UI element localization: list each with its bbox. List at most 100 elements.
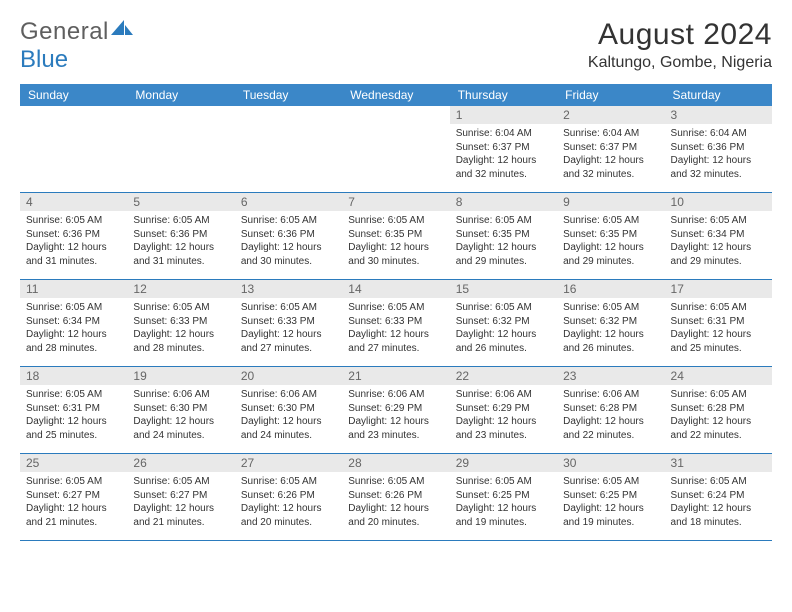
day-body	[20, 124, 127, 131]
sunset-text: Sunset: 6:26 PM	[241, 489, 336, 503]
day-number: 30	[557, 454, 664, 472]
daylight-text: Daylight: 12 hours and 19 minutes.	[456, 502, 551, 529]
daylight-text: Daylight: 12 hours and 18 minutes.	[671, 502, 766, 529]
sunset-text: Sunset: 6:26 PM	[348, 489, 443, 503]
sunrise-text: Sunrise: 6:05 AM	[133, 301, 228, 315]
calendar-grid: SundayMondayTuesdayWednesdayThursdayFrid…	[20, 84, 772, 541]
sunset-text: Sunset: 6:33 PM	[133, 315, 228, 329]
dayname: Tuesday	[235, 84, 342, 106]
day-number: 25	[20, 454, 127, 472]
sunrise-text: Sunrise: 6:05 AM	[348, 301, 443, 315]
dayname-row: SundayMondayTuesdayWednesdayThursdayFrid…	[20, 84, 772, 106]
day-body	[235, 124, 342, 131]
sunrise-text: Sunrise: 6:05 AM	[671, 388, 766, 402]
sunset-text: Sunset: 6:28 PM	[563, 402, 658, 416]
day-body: Sunrise: 6:06 AMSunset: 6:29 PMDaylight:…	[342, 385, 449, 446]
day-number: 19	[127, 367, 234, 385]
daylight-text: Daylight: 12 hours and 31 minutes.	[26, 241, 121, 268]
day-number: 17	[665, 280, 772, 298]
day-body: Sunrise: 6:05 AMSunset: 6:27 PMDaylight:…	[127, 472, 234, 533]
sunset-text: Sunset: 6:34 PM	[26, 315, 121, 329]
week-row: 4Sunrise: 6:05 AMSunset: 6:36 PMDaylight…	[20, 193, 772, 280]
sunset-text: Sunset: 6:29 PM	[348, 402, 443, 416]
day-cell: 5Sunrise: 6:05 AMSunset: 6:36 PMDaylight…	[127, 193, 234, 279]
sunrise-text: Sunrise: 6:05 AM	[26, 388, 121, 402]
sail-icon	[111, 15, 133, 43]
day-body: Sunrise: 6:05 AMSunset: 6:36 PMDaylight:…	[127, 211, 234, 272]
sunset-text: Sunset: 6:31 PM	[671, 315, 766, 329]
sunrise-text: Sunrise: 6:05 AM	[26, 475, 121, 489]
day-number: 8	[450, 193, 557, 211]
sunrise-text: Sunrise: 6:05 AM	[563, 301, 658, 315]
sunrise-text: Sunrise: 6:04 AM	[563, 127, 658, 141]
daylight-text: Daylight: 12 hours and 21 minutes.	[26, 502, 121, 529]
day-cell: 24Sunrise: 6:05 AMSunset: 6:28 PMDayligh…	[665, 367, 772, 453]
sunrise-text: Sunrise: 6:06 AM	[563, 388, 658, 402]
sunset-text: Sunset: 6:33 PM	[241, 315, 336, 329]
day-body: Sunrise: 6:05 AMSunset: 6:34 PMDaylight:…	[20, 298, 127, 359]
day-cell: 7Sunrise: 6:05 AMSunset: 6:35 PMDaylight…	[342, 193, 449, 279]
daylight-text: Daylight: 12 hours and 20 minutes.	[348, 502, 443, 529]
daylight-text: Daylight: 12 hours and 25 minutes.	[26, 415, 121, 442]
day-body: Sunrise: 6:05 AMSunset: 6:33 PMDaylight:…	[235, 298, 342, 359]
day-body: Sunrise: 6:05 AMSunset: 6:24 PMDaylight:…	[665, 472, 772, 533]
daylight-text: Daylight: 12 hours and 32 minutes.	[671, 154, 766, 181]
day-number: 23	[557, 367, 664, 385]
day-number: 26	[127, 454, 234, 472]
day-body: Sunrise: 6:04 AMSunset: 6:36 PMDaylight:…	[665, 124, 772, 185]
header: General August 2024 Kaltungo, Gombe, Nig…	[20, 18, 772, 72]
week-row: 18Sunrise: 6:05 AMSunset: 6:31 PMDayligh…	[20, 367, 772, 454]
sunrise-text: Sunrise: 6:06 AM	[133, 388, 228, 402]
sunrise-text: Sunrise: 6:05 AM	[456, 475, 551, 489]
day-cell: 27Sunrise: 6:05 AMSunset: 6:26 PMDayligh…	[235, 454, 342, 540]
daylight-text: Daylight: 12 hours and 29 minutes.	[456, 241, 551, 268]
daylight-text: Daylight: 12 hours and 23 minutes.	[348, 415, 443, 442]
daylight-text: Daylight: 12 hours and 28 minutes.	[26, 328, 121, 355]
day-cell: 4Sunrise: 6:05 AMSunset: 6:36 PMDaylight…	[20, 193, 127, 279]
sunset-text: Sunset: 6:32 PM	[456, 315, 551, 329]
day-body: Sunrise: 6:06 AMSunset: 6:28 PMDaylight:…	[557, 385, 664, 446]
sunset-text: Sunset: 6:36 PM	[671, 141, 766, 155]
sunrise-text: Sunrise: 6:05 AM	[133, 475, 228, 489]
daylight-text: Daylight: 12 hours and 30 minutes.	[241, 241, 336, 268]
sunset-text: Sunset: 6:36 PM	[241, 228, 336, 242]
day-number: 11	[20, 280, 127, 298]
day-number: 16	[557, 280, 664, 298]
day-body: Sunrise: 6:05 AMSunset: 6:28 PMDaylight:…	[665, 385, 772, 446]
sunset-text: Sunset: 6:30 PM	[241, 402, 336, 416]
day-number: 22	[450, 367, 557, 385]
day-cell: 30Sunrise: 6:05 AMSunset: 6:25 PMDayligh…	[557, 454, 664, 540]
day-number: 5	[127, 193, 234, 211]
day-number: 10	[665, 193, 772, 211]
sunset-text: Sunset: 6:35 PM	[456, 228, 551, 242]
day-number: 2	[557, 106, 664, 124]
day-cell: 25Sunrise: 6:05 AMSunset: 6:27 PMDayligh…	[20, 454, 127, 540]
day-body: Sunrise: 6:05 AMSunset: 6:33 PMDaylight:…	[342, 298, 449, 359]
sunrise-text: Sunrise: 6:05 AM	[241, 301, 336, 315]
day-cell: 16Sunrise: 6:05 AMSunset: 6:32 PMDayligh…	[557, 280, 664, 366]
day-cell: 31Sunrise: 6:05 AMSunset: 6:24 PMDayligh…	[665, 454, 772, 540]
day-body: Sunrise: 6:05 AMSunset: 6:25 PMDaylight:…	[557, 472, 664, 533]
day-body: Sunrise: 6:05 AMSunset: 6:36 PMDaylight:…	[235, 211, 342, 272]
day-cell: 14Sunrise: 6:05 AMSunset: 6:33 PMDayligh…	[342, 280, 449, 366]
sunrise-text: Sunrise: 6:05 AM	[563, 475, 658, 489]
dayname: Friday	[557, 84, 664, 106]
day-body: Sunrise: 6:05 AMSunset: 6:31 PMDaylight:…	[665, 298, 772, 359]
day-cell	[127, 106, 234, 192]
dayname: Sunday	[20, 84, 127, 106]
sunrise-text: Sunrise: 6:05 AM	[671, 301, 766, 315]
day-cell: 18Sunrise: 6:05 AMSunset: 6:31 PMDayligh…	[20, 367, 127, 453]
day-cell: 23Sunrise: 6:06 AMSunset: 6:28 PMDayligh…	[557, 367, 664, 453]
day-body: Sunrise: 6:05 AMSunset: 6:25 PMDaylight:…	[450, 472, 557, 533]
daylight-text: Daylight: 12 hours and 22 minutes.	[563, 415, 658, 442]
sunrise-text: Sunrise: 6:06 AM	[241, 388, 336, 402]
sunrise-text: Sunrise: 6:05 AM	[26, 214, 121, 228]
daylight-text: Daylight: 12 hours and 26 minutes.	[563, 328, 658, 355]
day-cell: 22Sunrise: 6:06 AMSunset: 6:29 PMDayligh…	[450, 367, 557, 453]
sunset-text: Sunset: 6:34 PM	[671, 228, 766, 242]
day-number: 31	[665, 454, 772, 472]
location-label: Kaltungo, Gombe, Nigeria	[588, 54, 772, 72]
sunset-text: Sunset: 6:37 PM	[456, 141, 551, 155]
day-cell: 21Sunrise: 6:06 AMSunset: 6:29 PMDayligh…	[342, 367, 449, 453]
brand-part1: General	[20, 18, 109, 46]
